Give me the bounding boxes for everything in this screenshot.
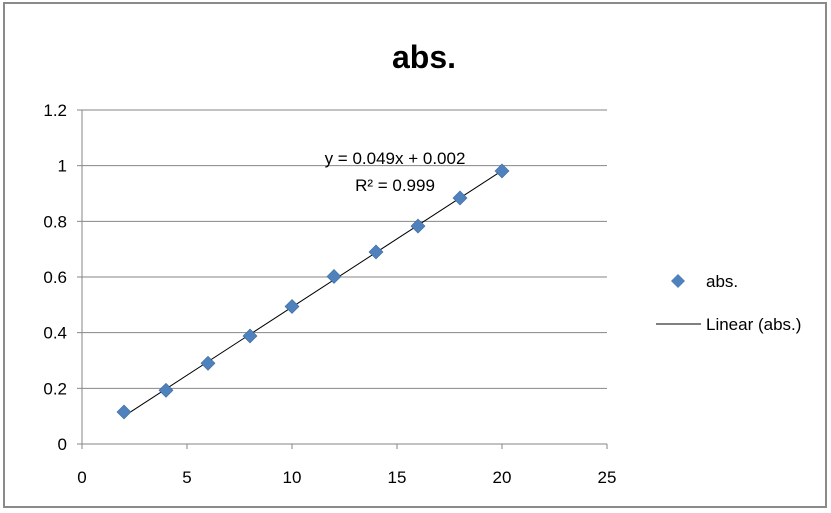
data-point-8 — [242, 328, 258, 344]
data-point-6 — [200, 355, 216, 371]
trendline — [123, 170, 503, 417]
x-tick-label-0: 0 — [77, 468, 86, 487]
data-point-4 — [158, 382, 174, 398]
legend: abs. Linear (abs.) — [656, 272, 801, 334]
trendline-layer — [123, 170, 503, 417]
x-tick-label-20: 20 — [493, 468, 512, 487]
y-tick-label-0.2: 0.2 — [43, 379, 67, 398]
data-point-16 — [410, 218, 426, 234]
axes — [77, 109, 608, 449]
legend-label-abs: abs. — [706, 272, 738, 291]
x-tick-labels: 0 5 10 15 20 25 — [77, 468, 616, 487]
y-tick-label-1.2: 1.2 — [43, 101, 67, 120]
y-tick-label-0.4: 0.4 — [43, 324, 67, 343]
data-point-20 — [494, 163, 510, 179]
data-points — [116, 163, 510, 420]
trendline-equation: y = 0.049x + 0.002 — [325, 149, 466, 168]
data-point-14 — [368, 244, 384, 260]
y-tick-label-0.8: 0.8 — [43, 212, 67, 231]
trendline-r-squared: R² = 0.999 — [355, 176, 435, 195]
data-point-12 — [326, 269, 342, 284]
x-tick-label-10: 10 — [283, 468, 302, 487]
legend-marker-abs — [671, 274, 685, 288]
data-point-2 — [116, 404, 132, 420]
chart-title: abs. — [392, 39, 456, 75]
legend-label-linear: Linear (abs.) — [706, 315, 801, 334]
y-tick-label-1: 1 — [58, 157, 67, 176]
data-point-18 — [452, 190, 468, 206]
x-tick-label-15: 15 — [388, 468, 407, 487]
y-tick-label-0: 0 — [58, 435, 67, 454]
x-tick-label-25: 25 — [598, 468, 617, 487]
chart-frame — [3, 2, 827, 508]
data-point-10 — [284, 299, 300, 314]
x-tick-label-5: 5 — [182, 468, 191, 487]
y-tick-label-0.6: 0.6 — [43, 268, 67, 287]
y-tick-labels: 0 0.2 0.4 0.6 0.8 1 1.2 — [43, 101, 67, 454]
